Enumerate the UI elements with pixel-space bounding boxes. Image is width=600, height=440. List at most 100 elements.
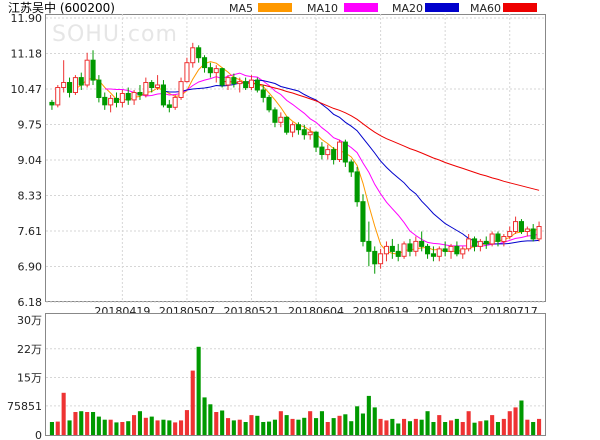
- volume-bar: [249, 415, 254, 435]
- volume-bar: [454, 418, 459, 435]
- volume-bar: [284, 415, 289, 435]
- volume-bar: [226, 418, 231, 435]
- candle-body: [219, 68, 225, 86]
- volume-bar: [137, 411, 142, 435]
- candle-body: [331, 149, 337, 161]
- volume-tick-label: 22万: [17, 343, 42, 356]
- volume-tick-label: 30万: [17, 314, 42, 327]
- candle-body: [301, 129, 307, 136]
- candle-body: [254, 79, 260, 91]
- price-y-axis: 11.90 11.18 10.47 9.75 9.04 8.33 7.61 6.90 6.18: [11, 12, 43, 309]
- price-tick-label: 8.33: [18, 190, 43, 203]
- candle-body: [155, 84, 161, 88]
- volume-bar: [513, 407, 518, 435]
- candle-body: [366, 240, 372, 252]
- volume-bar: [484, 420, 489, 435]
- candle-body: [483, 240, 489, 245]
- candle-body: [67, 82, 73, 93]
- candle-body: [84, 59, 90, 86]
- candle-body: [342, 141, 348, 163]
- candle-body: [360, 201, 366, 242]
- legend-swatch-ma10: [344, 3, 378, 12]
- volume-bar: [537, 418, 542, 435]
- volume-bar: [120, 422, 125, 435]
- candle-body: [395, 250, 401, 257]
- candle-body: [260, 89, 266, 98]
- volume-bar: [343, 414, 348, 435]
- volume-bar: [132, 415, 137, 435]
- candle-body: [419, 240, 425, 247]
- candle-body: [477, 240, 483, 247]
- volume-bar: [490, 415, 495, 435]
- volume-bar: [161, 419, 166, 435]
- candle-body: [442, 248, 448, 252]
- volume-bar: [61, 392, 66, 435]
- candle-body: [295, 124, 301, 131]
- candle-body: [536, 226, 542, 240]
- candle-body: [454, 245, 460, 255]
- volume-y-axis: 30万 22万 15万 75851 0: [7, 314, 42, 440]
- price-tick-label: 11.90: [11, 12, 43, 25]
- volume-bars: [49, 346, 542, 436]
- price-tick-label: 9.75: [18, 119, 43, 132]
- volume-bar: [220, 410, 225, 435]
- legend-label-ma60: MA60: [470, 2, 501, 15]
- candle-body: [448, 245, 454, 252]
- candle-body: [272, 109, 278, 123]
- volume-panel: [45, 313, 546, 436]
- volume-bar: [314, 418, 319, 435]
- candle-body: [501, 236, 507, 242]
- candle-body: [160, 84, 166, 106]
- legend: MA5 MA10 MA20 MA60: [229, 2, 537, 15]
- candle-body: [266, 96, 272, 111]
- candle-body: [383, 245, 389, 255]
- volume-bar: [55, 421, 60, 435]
- candle-body: [55, 87, 61, 106]
- volume-bar: [190, 370, 195, 435]
- volume-bar: [91, 412, 96, 435]
- volume-bar: [337, 415, 342, 435]
- candle-body: [113, 97, 120, 103]
- volume-bar: [73, 412, 78, 435]
- legend-label-ma20: MA20: [392, 2, 423, 15]
- volume-bar: [126, 421, 131, 435]
- candle-body: [425, 245, 431, 255]
- price-tick-label: 10.47: [11, 83, 43, 96]
- candle-body: [125, 93, 131, 101]
- price-tick-label: 6.18: [18, 296, 43, 309]
- volume-bar: [519, 400, 524, 435]
- volume-bar: [243, 422, 248, 435]
- volume-bar: [507, 411, 512, 435]
- volume-bar: [108, 419, 113, 435]
- volume-bar: [96, 416, 101, 435]
- volume-bar: [478, 421, 483, 435]
- candle-body: [90, 59, 96, 81]
- volume-bar: [402, 418, 407, 435]
- candle-body: [119, 93, 125, 103]
- candle-body: [524, 228, 530, 232]
- candle-body: [102, 96, 108, 106]
- volume-bar: [449, 420, 454, 435]
- candle-body: [489, 233, 495, 245]
- candle-body: [307, 131, 313, 136]
- price-tick-label: 11.18: [11, 48, 43, 61]
- candle-body: [348, 161, 354, 173]
- volume-bar: [184, 410, 189, 435]
- price-tick-label: 7.61: [18, 225, 43, 238]
- volume-bar: [366, 395, 371, 435]
- legend-label-ma10: MA10: [307, 2, 338, 15]
- candle-body: [290, 124, 296, 133]
- volume-bar: [431, 422, 436, 435]
- candle-body: [207, 67, 213, 74]
- volume-bar: [425, 411, 430, 435]
- volume-bar: [525, 419, 530, 435]
- volume-bar: [372, 407, 377, 435]
- volume-bar: [49, 422, 54, 435]
- volume-bar: [114, 422, 119, 435]
- candle-body: [108, 97, 114, 106]
- ma-line-ma60: [222, 81, 540, 191]
- volume-bar: [261, 422, 266, 435]
- candle-body: [131, 92, 137, 101]
- candle-body: [184, 62, 190, 83]
